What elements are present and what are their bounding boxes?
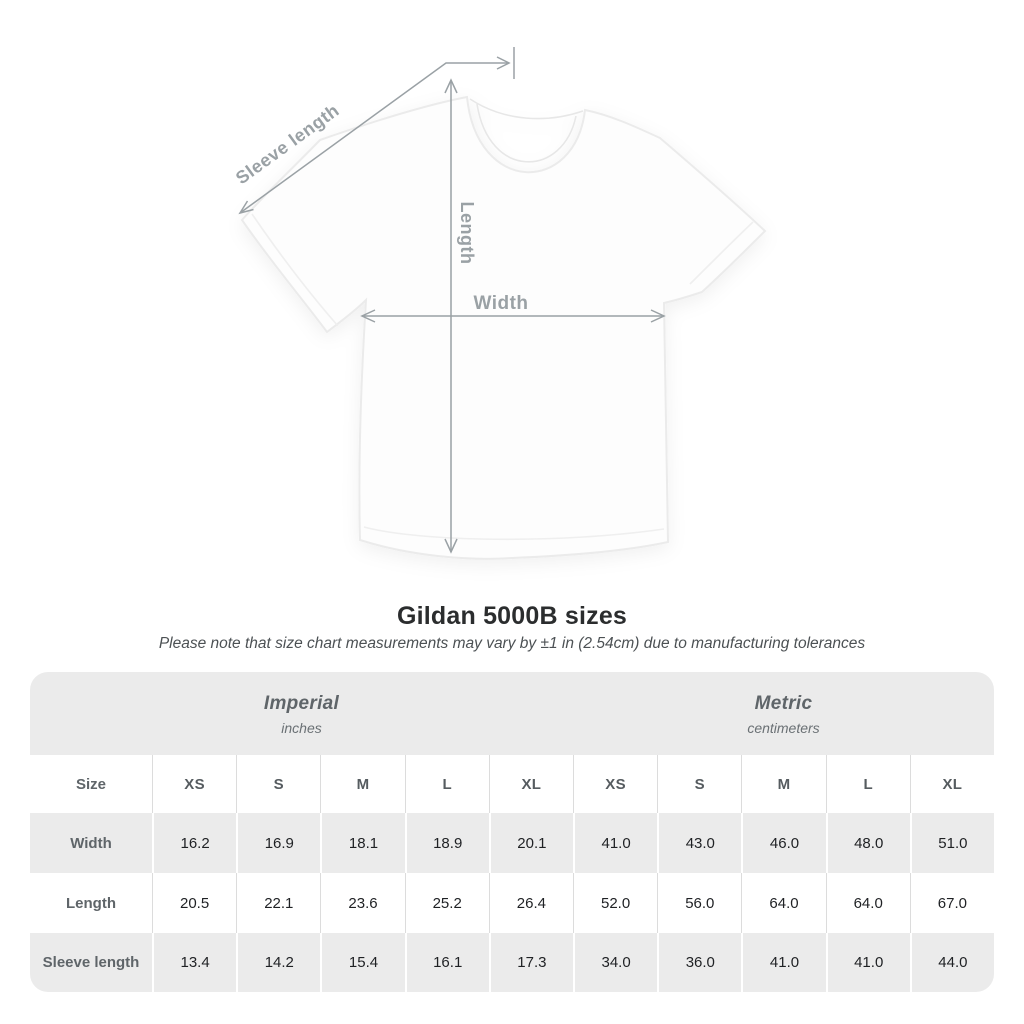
value-cell: 43.0 (657, 813, 741, 873)
value-cell: 51.0 (909, 813, 994, 873)
value-cell: 41.0 (825, 933, 910, 992)
metric-subtitle: centimeters (747, 720, 820, 736)
column-header-metric-l: L (825, 755, 910, 813)
metric-title: Metric (754, 693, 813, 714)
value-cell: 20.5 (152, 873, 236, 933)
table-row-length: Length 20.5 22.1 23.6 25.2 26.4 52.0 56.… (30, 873, 994, 933)
value-cell: 16.2 (152, 813, 236, 873)
imperial-subtitle: inches (281, 720, 322, 736)
row-label: Length (66, 894, 116, 912)
width-label: Width (473, 293, 528, 314)
column-header-imperial-xl: XL (488, 755, 573, 813)
collar-back-seam (469, 98, 584, 120)
value-cell: 17.3 (488, 933, 573, 992)
value-cell: 41.0 (572, 813, 657, 873)
column-header-metric-m: M (741, 755, 825, 813)
table-row-width: Width 16.2 16.9 18.1 18.9 20.1 41.0 43.0… (30, 813, 994, 873)
column-header-imperial-l: L (404, 755, 489, 813)
value-cell: 15.4 (320, 933, 404, 992)
metric-header: Metric centimeters (573, 672, 994, 755)
value-cell: 18.1 (320, 813, 404, 873)
left-sleeve-seam (251, 213, 339, 327)
page-title: Gildan 5000B sizes (396, 602, 628, 630)
size-header-row: Size XS S M L XL XS S M L XL (30, 755, 994, 813)
column-header-metric-xs: XS (572, 755, 657, 813)
units-header-band: Imperial inches Metric centimeters (30, 672, 994, 755)
value-cell: 23.6 (320, 873, 404, 933)
value-cell: 48.0 (825, 813, 910, 873)
column-header-imperial-s: S (236, 755, 320, 813)
tshirt-measurement-diagram: Sleeve length Length Width (232, 47, 767, 560)
value-cell: 56.0 (657, 873, 741, 933)
value-cell: 16.1 (404, 933, 489, 992)
value-cell: 13.4 (152, 933, 236, 992)
value-cell: 44.0 (909, 933, 994, 992)
value-cell: 64.0 (825, 873, 910, 933)
width-arrow: Width (360, 293, 666, 323)
row-label: Width (70, 834, 112, 852)
value-cell: 20.1 (488, 813, 573, 873)
value-cell: 41.0 (741, 933, 825, 992)
value-cell: 36.0 (657, 933, 741, 992)
imperial-header: Imperial inches (30, 672, 573, 755)
row-label: Sleeve length (42, 954, 140, 971)
tshirt-image (240, 95, 767, 560)
column-header-metric-s: S (657, 755, 741, 813)
value-cell: 67.0 (909, 873, 994, 933)
table-row-sleeve-length: Sleeve length 13.4 14.2 15.4 16.1 17.3 3… (30, 933, 994, 992)
column-header-metric-xl: XL (909, 755, 994, 813)
right-sleeve-seam (689, 221, 754, 285)
size-chart-table: Imperial inches Metric centimeters Size … (30, 672, 994, 992)
hem-seam (363, 526, 665, 541)
value-cell: 52.0 (572, 873, 657, 933)
value-cell: 26.4 (488, 873, 573, 933)
value-cell: 22.1 (236, 873, 320, 933)
length-label: Length (457, 202, 477, 265)
column-header-imperial-m: M (320, 755, 404, 813)
value-cell: 14.2 (236, 933, 320, 992)
value-cell: 16.9 (236, 813, 320, 873)
size-tolerance-note: Please note that size chart measurements… (158, 635, 866, 652)
column-header-imperial-xs: XS (152, 755, 236, 813)
value-cell: 64.0 (741, 873, 825, 933)
value-cell: 25.2 (404, 873, 489, 933)
collar-inner-seam (476, 103, 577, 163)
imperial-title: Imperial (263, 693, 340, 714)
value-cell: 18.9 (404, 813, 489, 873)
value-cell: 46.0 (741, 813, 825, 873)
value-cell: 34.0 (572, 933, 657, 992)
size-column-header: Size (75, 775, 106, 793)
